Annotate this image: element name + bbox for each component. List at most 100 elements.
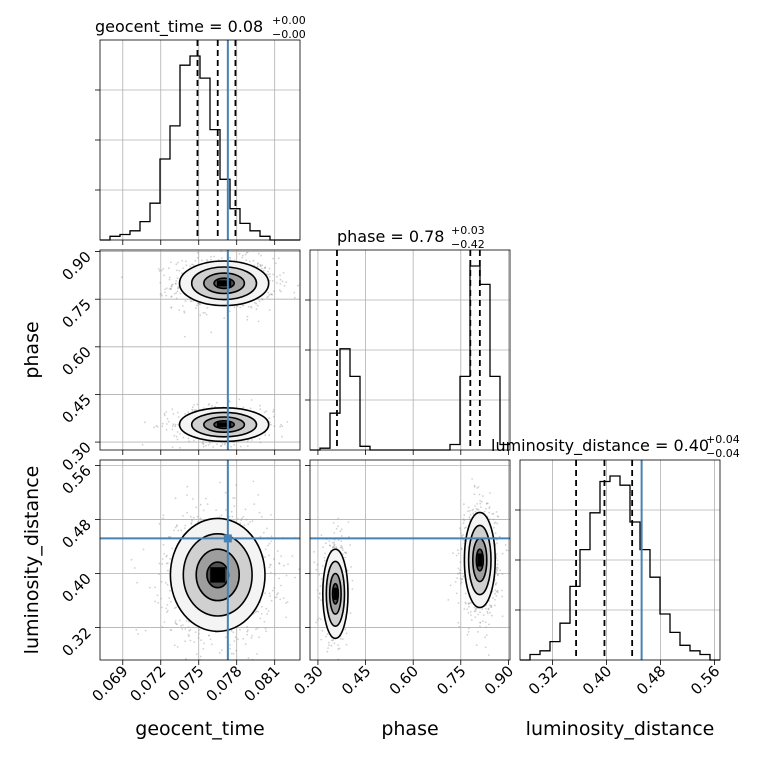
scatter-point xyxy=(327,641,330,644)
scatter-point xyxy=(272,415,275,418)
scatter-point xyxy=(278,577,280,580)
scatter-point xyxy=(351,579,354,582)
scatter-point xyxy=(277,592,279,595)
scatter-point xyxy=(470,601,473,604)
scatter-point xyxy=(271,280,274,282)
scatter-point xyxy=(232,631,235,634)
scatter-point xyxy=(272,290,275,293)
scatter-point xyxy=(166,569,169,572)
scatter-point xyxy=(279,274,281,277)
scatter-point xyxy=(185,620,188,622)
scatter-point xyxy=(479,611,481,613)
scatter-point xyxy=(198,629,201,631)
scatter-point xyxy=(496,563,499,566)
scatter-point xyxy=(174,282,177,285)
scatter-point xyxy=(210,331,213,334)
scatter-point xyxy=(331,547,334,549)
scatter-point xyxy=(154,586,157,589)
panel-border-1-0 xyxy=(99,249,301,451)
scatter-point xyxy=(135,628,138,631)
scatter-point xyxy=(468,605,470,608)
scatter-point xyxy=(497,573,499,576)
scatter-point xyxy=(173,644,176,647)
scatter-point xyxy=(264,266,267,269)
scatter-point xyxy=(304,420,306,422)
scatter-point xyxy=(170,261,172,264)
ytick-label-phase-4: 0.90 xyxy=(58,248,94,284)
scatter-point xyxy=(133,567,136,569)
scatter-point xyxy=(484,646,487,649)
histogram-geocent_time xyxy=(100,55,300,241)
scatter-point xyxy=(240,519,242,521)
scatter-point xyxy=(224,491,227,494)
scatter-point xyxy=(257,494,260,496)
contour-0-2 xyxy=(328,572,342,615)
scatter-point xyxy=(495,553,498,555)
xtick-label-geocent_time-0: 0.069 xyxy=(89,662,132,705)
scatter-point xyxy=(291,555,294,557)
scatter-point xyxy=(183,335,186,338)
scatter-point xyxy=(456,577,459,580)
scatter-point xyxy=(252,259,255,262)
scatter-point xyxy=(193,409,196,411)
scatter-point xyxy=(224,442,227,445)
scatter-point xyxy=(156,594,159,597)
scatter-point xyxy=(254,611,257,613)
scatter-point xyxy=(239,445,242,448)
scatter-point xyxy=(264,434,267,437)
scatter-point xyxy=(258,438,261,440)
scatter-point xyxy=(173,293,176,295)
scatter-point xyxy=(211,643,213,646)
scatter-point xyxy=(191,263,194,266)
scatter-point xyxy=(228,400,231,403)
scatter-point xyxy=(165,294,168,297)
scatter-point xyxy=(253,503,256,505)
scatter-point xyxy=(344,628,346,631)
scatter-point xyxy=(286,601,289,603)
scatter-point xyxy=(168,276,171,279)
scatter-point xyxy=(161,563,164,565)
density-peak-1 xyxy=(217,422,232,427)
scatter-point xyxy=(263,620,266,623)
scatter-point xyxy=(332,546,335,549)
density-peak-0 xyxy=(333,587,338,600)
scatter-point xyxy=(170,306,173,309)
scatter-point xyxy=(246,445,249,447)
scatter-point xyxy=(205,497,207,500)
scatter-point xyxy=(218,652,221,654)
scatter-point xyxy=(244,253,247,256)
scatter-point xyxy=(245,251,248,254)
scatter-point xyxy=(501,573,504,575)
scatter-point xyxy=(174,620,177,622)
scatter-point xyxy=(466,633,469,636)
scatter-point xyxy=(251,520,254,523)
scatter-point xyxy=(191,498,194,500)
scatter-point xyxy=(198,302,201,305)
scatter-point xyxy=(187,411,190,414)
xtick-label-geocent_time-1: 0.072 xyxy=(127,662,170,705)
title-luminosity-distance-sup: +0.04 xyxy=(706,433,740,446)
scatter-point xyxy=(166,604,169,606)
scatter-point xyxy=(161,558,164,560)
scatter-point xyxy=(279,598,282,601)
scatter-point xyxy=(171,547,174,550)
scatter-point xyxy=(462,518,465,520)
scatter-point xyxy=(195,307,197,310)
scatter-point xyxy=(251,634,254,637)
scatter-point xyxy=(331,639,333,642)
scatter-point xyxy=(269,273,271,275)
scatter-point xyxy=(269,275,271,278)
scatter-point xyxy=(481,608,484,611)
scatter-point xyxy=(233,497,236,499)
scatter-point xyxy=(348,535,350,538)
scatter-point xyxy=(320,638,323,641)
scatter-point xyxy=(209,442,211,444)
scatter-point xyxy=(163,621,166,623)
scatter-point xyxy=(345,632,348,635)
scatter-point xyxy=(191,408,194,411)
scatter-point xyxy=(246,318,249,321)
scatter-point xyxy=(231,515,234,518)
scatter-point xyxy=(259,263,261,266)
scatter-point xyxy=(485,503,488,505)
